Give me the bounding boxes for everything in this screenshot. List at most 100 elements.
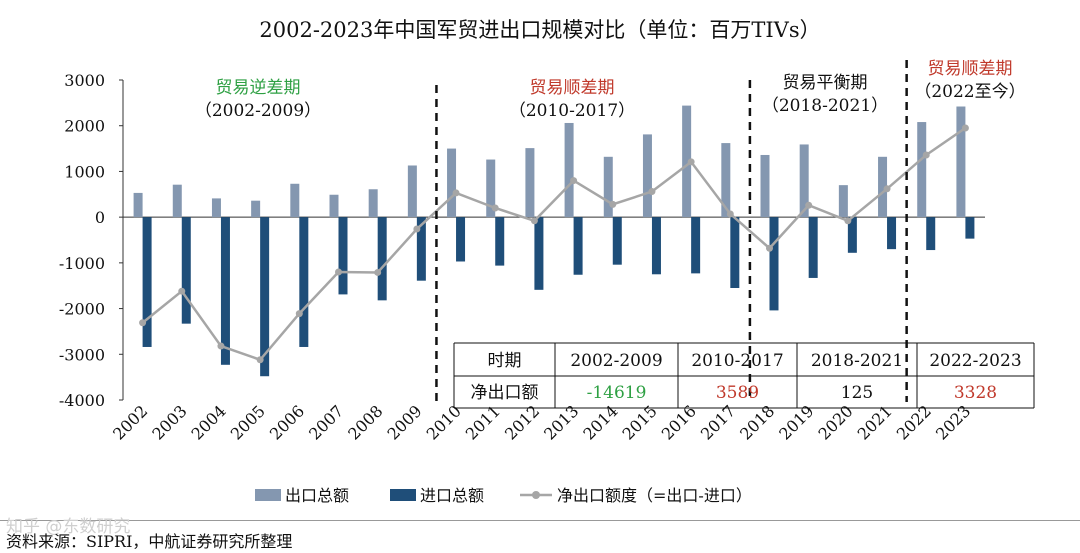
bar-import	[299, 217, 309, 347]
net-export-point	[609, 200, 617, 208]
x-tick-label: 2005	[227, 401, 269, 443]
bar-import	[612, 217, 622, 265]
period-label: 贸易顺差期	[928, 59, 1013, 79]
period-range: （2018-2021）	[762, 96, 888, 116]
bar-import	[808, 217, 818, 278]
legend-swatch-export	[255, 489, 281, 501]
x-tick-label: 2004	[188, 401, 230, 443]
bar-import	[769, 217, 779, 311]
table-header-cell: 2002-2009	[570, 351, 662, 371]
chart-svg: 3000200010000-1000-2000-3000-40002002200…	[59, 59, 1035, 505]
table-header-cell: 时期	[488, 351, 522, 371]
bar-export	[603, 156, 613, 218]
net-export-point	[335, 268, 342, 276]
net-export-point	[452, 189, 460, 197]
bar-export	[329, 194, 339, 218]
bar-import	[573, 217, 583, 275]
bar-import	[416, 217, 426, 281]
bar-import	[965, 217, 975, 239]
period-range: （2022至今）	[914, 82, 1025, 102]
bar-import	[534, 217, 544, 290]
source-note: 资料来源：SIPRI，中航证券研究所整理	[6, 532, 293, 551]
bar-export	[525, 148, 535, 218]
net-export-point	[256, 356, 264, 364]
net-export-point	[844, 217, 852, 225]
period-label: 贸易顺差期	[530, 78, 615, 98]
net-export-point	[961, 124, 969, 132]
bar-export	[447, 148, 457, 218]
bar-export	[799, 144, 809, 218]
period-label: 贸易平衡期	[783, 73, 868, 93]
bar-export	[878, 156, 888, 218]
bar-import	[495, 217, 505, 266]
net-export-point	[178, 287, 186, 295]
bar-import	[887, 217, 897, 250]
net-export-point	[648, 188, 656, 196]
net-export-point	[413, 225, 421, 233]
table-header-cell: 2022-2023	[929, 351, 1021, 371]
table-row-label: 净出口额	[471, 383, 539, 403]
bar-export	[721, 143, 731, 218]
net-export-point	[687, 158, 695, 166]
bar-import	[260, 217, 270, 377]
bar-export	[368, 189, 378, 218]
bar-export	[133, 192, 143, 218]
table-value-cell: -14619	[587, 383, 647, 403]
net-export-point	[139, 319, 147, 327]
net-export-point	[883, 185, 891, 193]
bar-import	[691, 217, 701, 274]
net-export-point	[530, 217, 538, 225]
net-export-point	[805, 201, 813, 209]
x-tick-label: 2009	[383, 401, 425, 443]
table-header-cell: 2010-2017	[691, 351, 783, 371]
bar-export	[682, 105, 692, 218]
period-range: （2002-2009）	[195, 101, 321, 121]
net-export-point	[217, 342, 225, 350]
net-export-point	[491, 204, 499, 212]
x-tick-label: 2008	[344, 401, 386, 443]
bar-export	[290, 183, 300, 218]
legend-swatch-import	[390, 489, 416, 501]
bar-import	[181, 217, 191, 324]
y-tick-label: -3000	[59, 345, 105, 364]
bar-export	[956, 106, 966, 218]
legend-label-export: 出口总额	[285, 486, 349, 505]
y-tick-label: 3000	[64, 71, 105, 90]
x-tick-label: 2003	[148, 401, 190, 443]
bar-import	[926, 217, 936, 251]
bar-export	[642, 134, 652, 218]
bar-import	[456, 217, 466, 262]
y-tick-label: -4000	[59, 391, 105, 410]
net-export-point	[570, 177, 578, 185]
net-export-point	[295, 310, 303, 318]
bar-export	[407, 165, 417, 218]
y-tick-label: 1000	[64, 162, 105, 181]
net-export-point	[374, 268, 382, 276]
bar-export	[172, 184, 182, 218]
bar-import	[847, 217, 857, 253]
x-tick-label: 2002	[109, 401, 151, 443]
y-tick-label: 0	[95, 208, 105, 227]
bar-import	[142, 217, 152, 347]
y-tick-label: -1000	[59, 254, 105, 273]
chart-title: 2002-2023年中国军贸进出口规模对比（单位：百万TIVs）	[259, 18, 821, 42]
table-value-cell: 3589	[716, 383, 759, 403]
bar-export	[760, 154, 770, 218]
legend-label-import: 进口总额	[420, 486, 484, 505]
bar-import	[651, 217, 661, 275]
x-tick-label: 2006	[266, 401, 308, 443]
bar-export	[838, 185, 848, 218]
footer-divider	[0, 520, 1080, 521]
bar-import	[220, 217, 230, 365]
bar-import	[377, 217, 387, 301]
bar-import	[730, 217, 740, 288]
table-value-cell: 3328	[954, 383, 997, 403]
bar-import	[338, 217, 348, 295]
legend-label-net: 净出口额度（=出口-进口）	[557, 486, 752, 505]
bar-export	[251, 200, 261, 218]
x-tick-label: 2007	[305, 401, 347, 443]
bar-export	[917, 122, 927, 218]
net-export-point	[726, 210, 734, 218]
net-export-point	[766, 244, 773, 252]
